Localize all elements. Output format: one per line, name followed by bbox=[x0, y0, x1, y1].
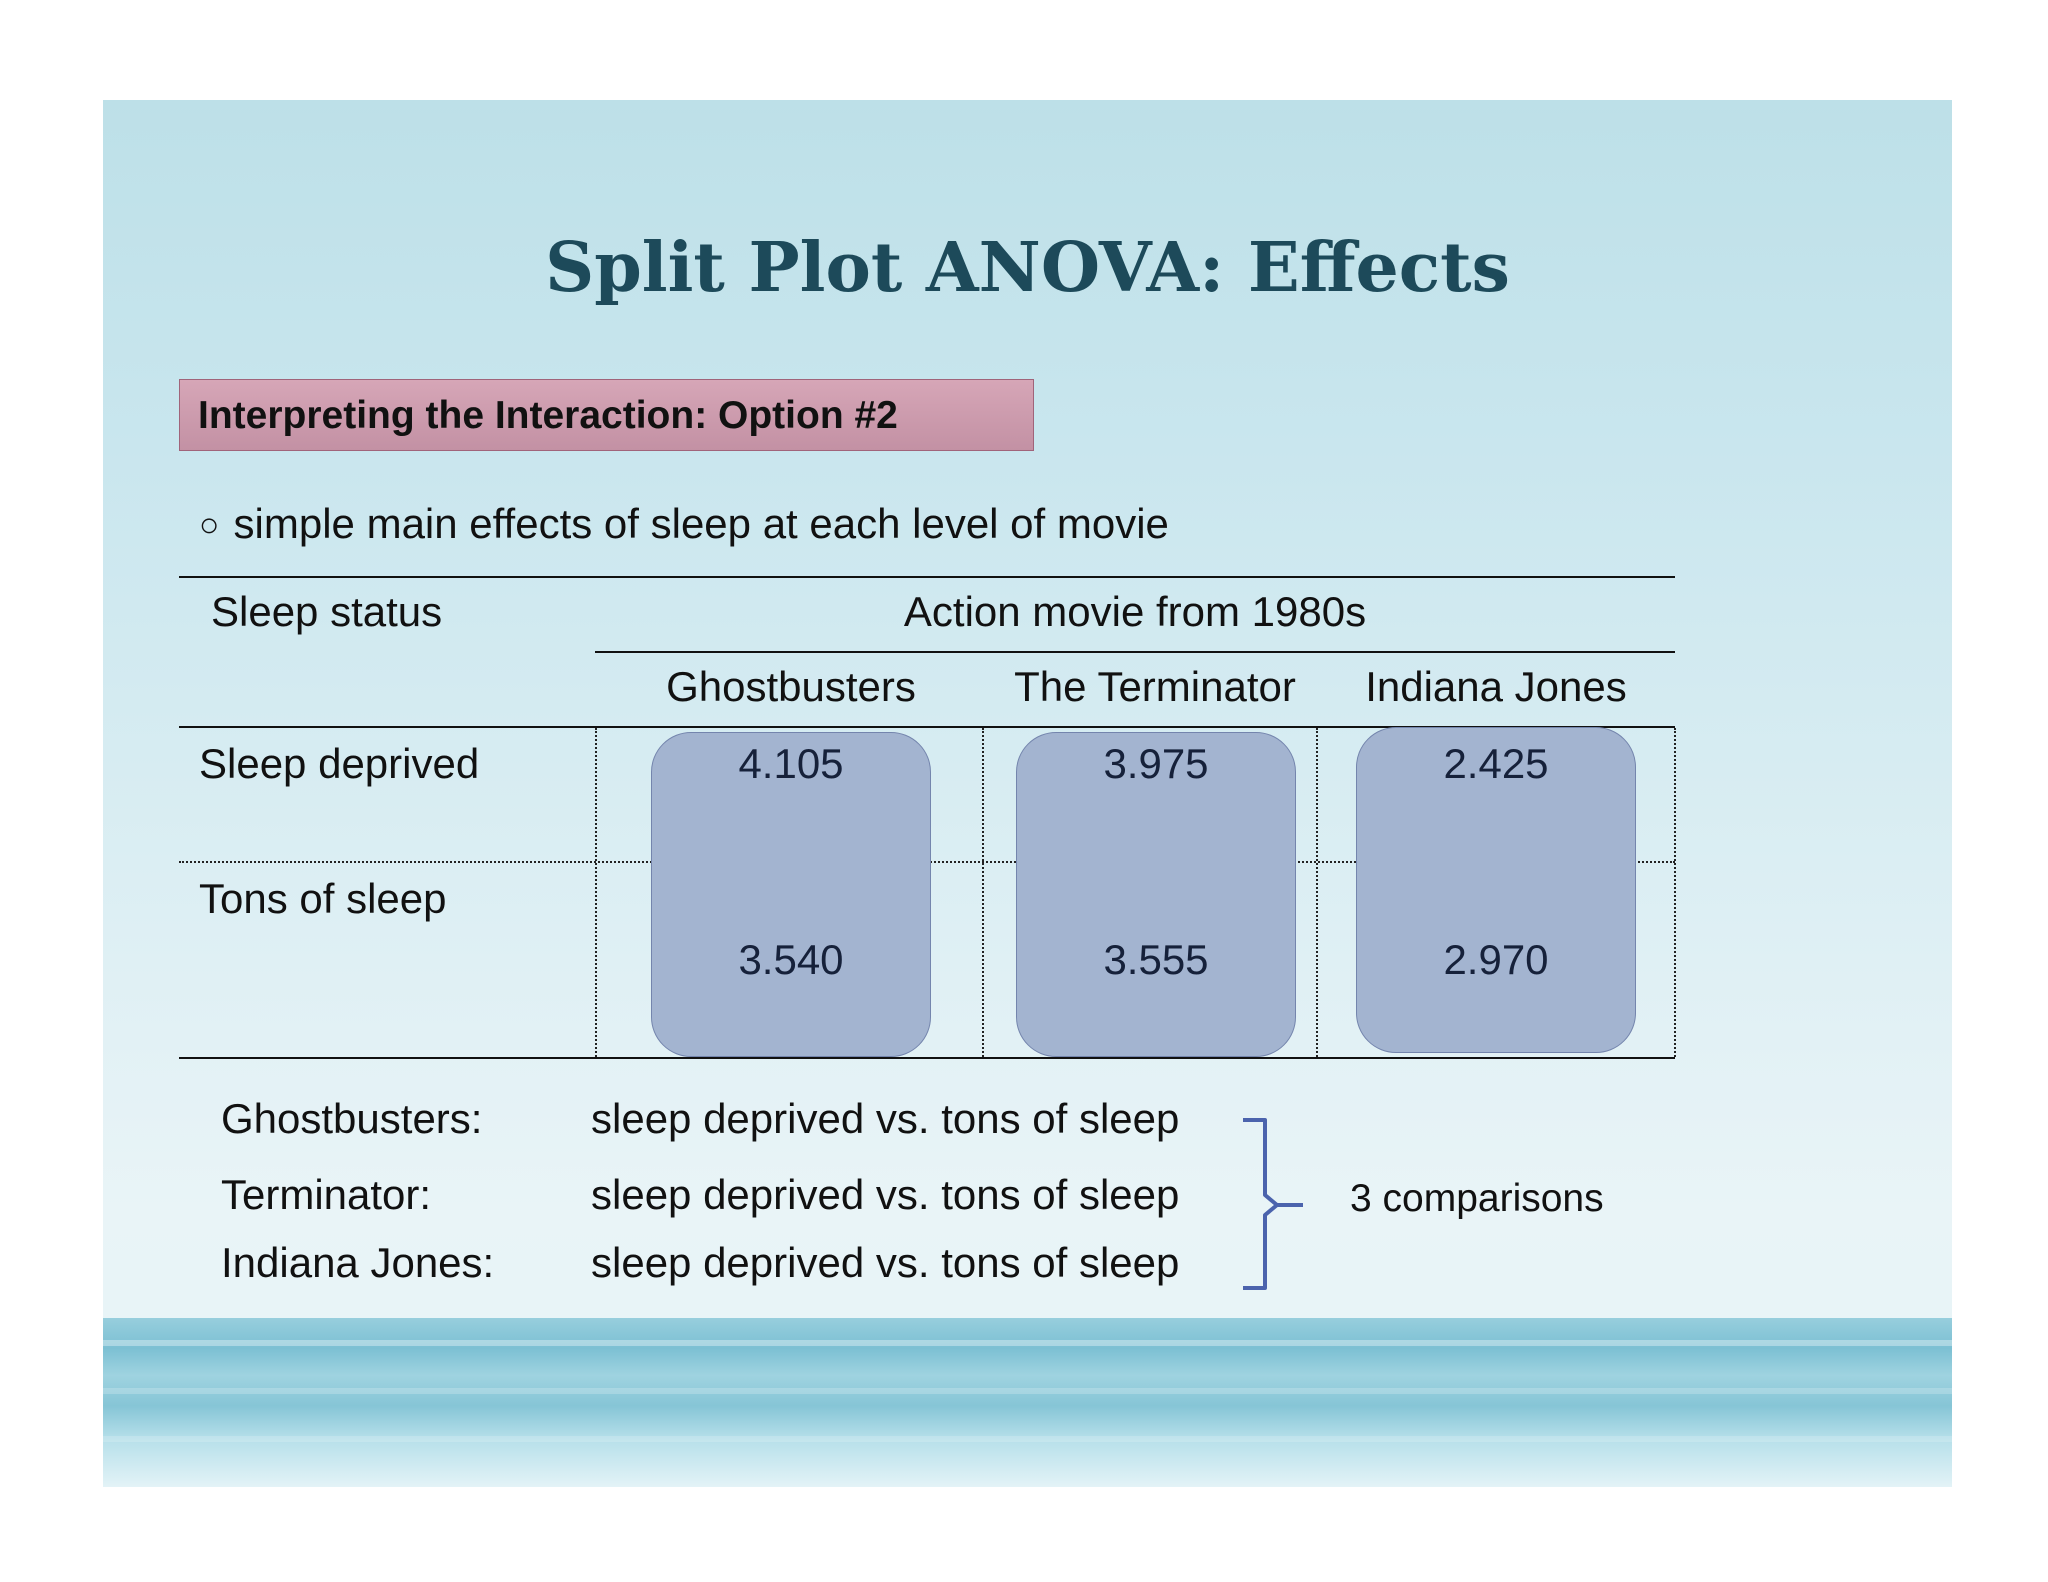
column-highlight-ghostbusters bbox=[651, 732, 931, 1057]
cell-value: 3.540 bbox=[738, 936, 844, 983]
sea-streak bbox=[103, 1436, 1952, 1442]
cell-value: 3.975 bbox=[1103, 740, 1209, 787]
row-label: Tons of sleep bbox=[199, 875, 447, 922]
table-col-divider bbox=[595, 728, 597, 1057]
comparison-label: Terminator: bbox=[221, 1171, 432, 1218]
section-heading-box: Interpreting the Interaction: Option #2 bbox=[179, 379, 1034, 451]
row-header: Sleep status bbox=[211, 588, 443, 635]
sea-streak bbox=[103, 1388, 1952, 1394]
bullet-text: simple main effects of sleep at each lev… bbox=[233, 500, 1169, 547]
comparison-text: sleep deprived vs. tons of sleep bbox=[591, 1171, 1180, 1218]
column-highlight-indiana-jones bbox=[1356, 727, 1636, 1053]
comparisons-summary: 3 comparisons bbox=[1350, 1177, 1604, 1220]
curly-brace-icon bbox=[1243, 1118, 1303, 1290]
cell-value: 2.970 bbox=[1443, 936, 1549, 983]
group-header: Action movie from 1980s bbox=[903, 588, 1367, 635]
cell-value: 4.105 bbox=[738, 740, 844, 787]
bullet-point: ○ simple main effects of sleep at each le… bbox=[199, 500, 1169, 548]
table-header-rule bbox=[179, 726, 1675, 728]
table-top-rule bbox=[179, 576, 1675, 578]
column-header: Indiana Jones bbox=[1365, 663, 1627, 710]
cell-value: 2.425 bbox=[1443, 740, 1549, 787]
table-bottom-rule bbox=[179, 1057, 1675, 1059]
column-highlight-terminator bbox=[1016, 732, 1296, 1057]
column-header: The Terminator bbox=[1014, 663, 1296, 710]
sea-background bbox=[103, 1318, 1952, 1487]
column-header: Ghostbusters bbox=[666, 663, 916, 710]
table-col-divider bbox=[982, 728, 984, 1057]
comparison-label: Ghostbusters: bbox=[221, 1095, 483, 1142]
table-col-divider bbox=[1674, 728, 1676, 1057]
sea-streak bbox=[103, 1340, 1952, 1346]
table-col-divider bbox=[1316, 728, 1318, 1057]
row-label: Sleep deprived bbox=[199, 740, 480, 787]
bullet-circle-icon: ○ bbox=[199, 506, 220, 544]
section-heading: Interpreting the Interaction: Option #2 bbox=[198, 394, 898, 437]
slide: Split Plot ANOVA: Effects Interpreting t… bbox=[103, 100, 1952, 1487]
cell-value: 3.555 bbox=[1103, 936, 1209, 983]
comparison-text: sleep deprived vs. tons of sleep bbox=[591, 1095, 1180, 1142]
comparison-text: sleep deprived vs. tons of sleep bbox=[591, 1239, 1180, 1286]
table-group-rule bbox=[595, 651, 1675, 653]
slide-title: Split Plot ANOVA: Effects bbox=[545, 228, 1510, 308]
comparison-label: Indiana Jones: bbox=[221, 1239, 495, 1286]
